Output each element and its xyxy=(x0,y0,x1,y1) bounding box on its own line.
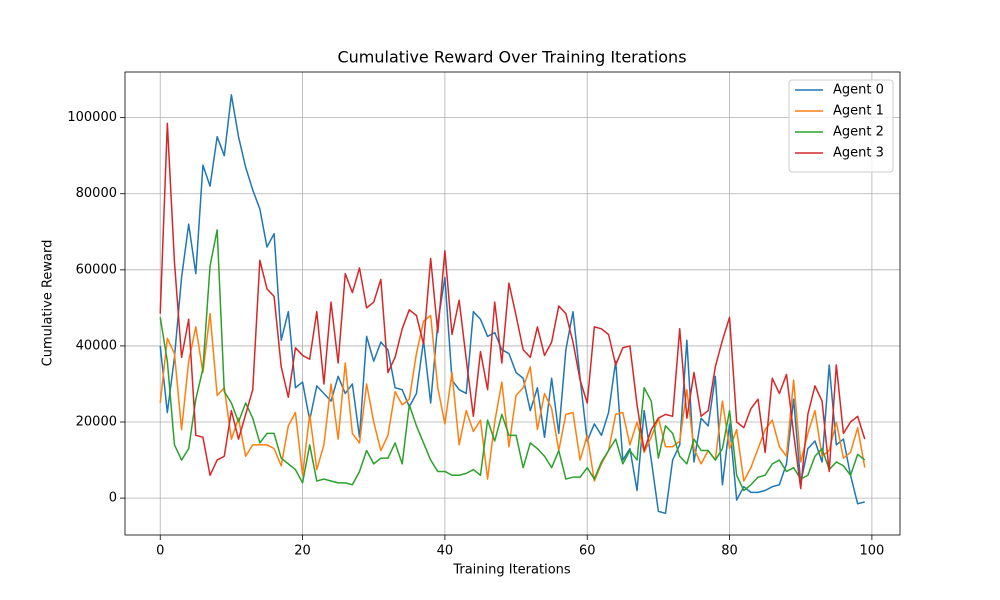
plot-frame xyxy=(124,71,901,536)
series-line xyxy=(159,312,866,482)
y-tick-label: 100000 xyxy=(67,110,117,125)
legend-label: Agent 0 xyxy=(833,83,884,98)
x-tick-label: 80 xyxy=(721,544,738,559)
legend-label: Agent 2 xyxy=(833,125,884,140)
y-tick-label: 40000 xyxy=(76,338,117,353)
legend-label: Agent 3 xyxy=(833,146,884,161)
chart-title: Cumulative Reward Over Training Iteratio… xyxy=(337,48,686,67)
y-tick-label: 0 xyxy=(109,491,117,506)
y-tick-label: 20000 xyxy=(76,415,117,430)
x-tick-label: 40 xyxy=(437,544,454,559)
legend-box xyxy=(788,79,894,173)
series-line xyxy=(159,122,866,490)
x-axis-label: Training Iterations xyxy=(452,563,571,578)
x-tick-label: 0 xyxy=(156,544,164,559)
y-tick-label: 80000 xyxy=(76,186,117,201)
x-tick-label: 100 xyxy=(859,544,884,559)
legend-label: Agent 1 xyxy=(833,104,884,119)
series-line xyxy=(159,229,866,492)
x-tick-label: 60 xyxy=(579,544,596,559)
series-line xyxy=(159,94,865,515)
y-tick-label: 60000 xyxy=(76,262,117,277)
y-axis-label: Cumulative Reward xyxy=(41,240,56,367)
x-tick-label: 20 xyxy=(294,544,311,559)
